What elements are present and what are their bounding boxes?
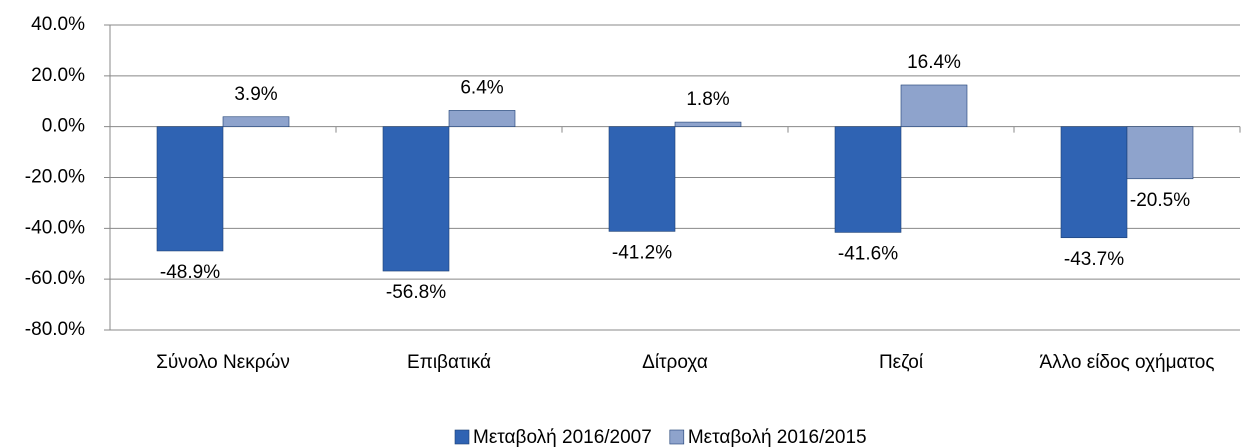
data-label: 3.9% bbox=[234, 84, 277, 105]
x-tick-label: Επιβατικά bbox=[407, 352, 491, 373]
legend-swatch bbox=[454, 429, 470, 445]
x-tick-label: Δίτροχα bbox=[642, 352, 708, 373]
x-tick-label: Σύνολο Νεκρών bbox=[156, 352, 290, 373]
y-tick-label: -40.0% bbox=[25, 217, 85, 238]
data-label: -43.7% bbox=[1064, 249, 1124, 270]
data-label: 16.4% bbox=[907, 52, 961, 73]
data-label: -20.5% bbox=[1130, 190, 1190, 211]
bar bbox=[900, 84, 968, 127]
bar bbox=[674, 121, 742, 127]
bar bbox=[382, 126, 450, 272]
data-label: -56.8% bbox=[386, 282, 446, 303]
data-label: -41.6% bbox=[838, 243, 898, 264]
bar bbox=[1060, 126, 1128, 239]
bar bbox=[608, 126, 676, 232]
legend-swatch bbox=[669, 429, 685, 445]
x-tick-label: Άλλο είδος οχήματος bbox=[1039, 352, 1215, 373]
bar bbox=[448, 110, 516, 127]
data-label: -41.2% bbox=[612, 242, 672, 263]
bar bbox=[1126, 126, 1194, 180]
legend-label: Μεταβολή 2016/2007 bbox=[473, 427, 652, 448]
y-tick-label: 0.0% bbox=[42, 116, 85, 137]
y-tick-label: -20.0% bbox=[25, 167, 85, 188]
y-tick-label: -80.0% bbox=[25, 319, 85, 340]
data-label: 6.4% bbox=[460, 77, 503, 98]
x-tick-label: Πεζοί bbox=[878, 352, 924, 373]
data-label: -48.9% bbox=[160, 262, 220, 283]
legend-label: Μεταβολή 2016/2015 bbox=[688, 427, 867, 448]
y-tick-label: 40.0% bbox=[31, 14, 85, 35]
data-label: 1.8% bbox=[686, 89, 729, 110]
y-tick-label: -60.0% bbox=[25, 268, 85, 289]
bar bbox=[222, 116, 290, 127]
bar bbox=[156, 126, 224, 252]
y-tick-label: 20.0% bbox=[31, 65, 85, 86]
bar bbox=[834, 126, 902, 233]
